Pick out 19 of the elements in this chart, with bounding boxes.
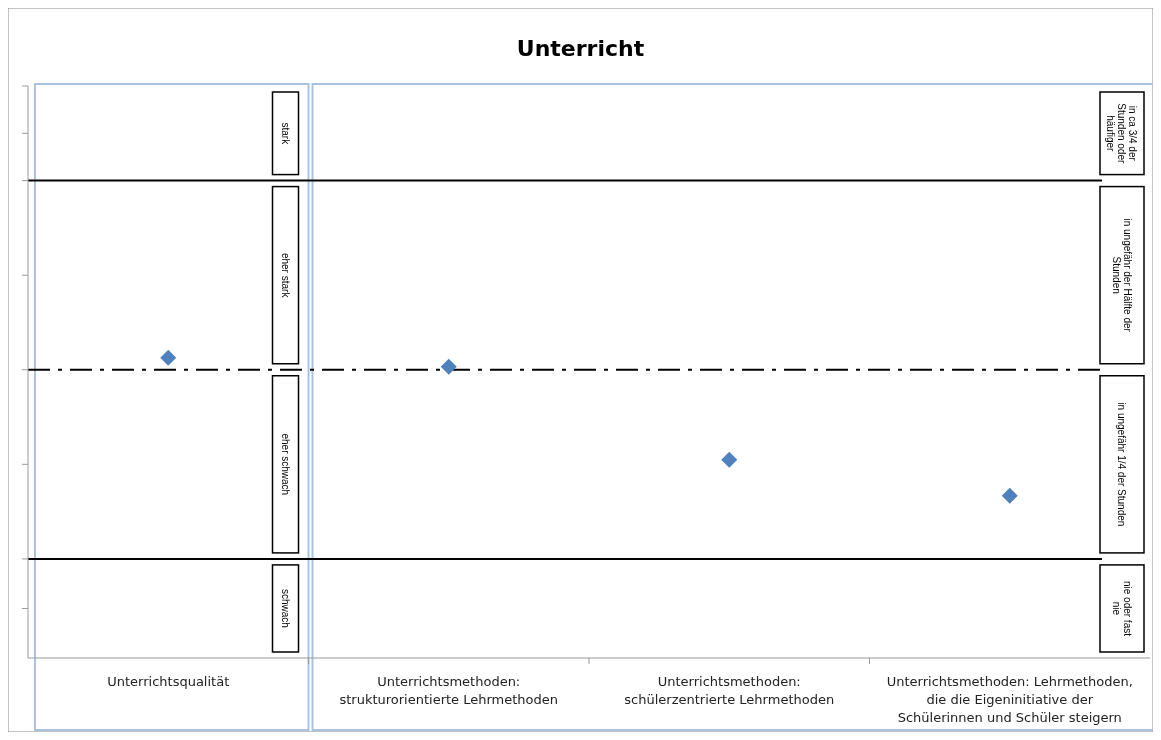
point [160,349,177,366]
chart-title: Unterricht [516,36,645,61]
x-tick-label: Unterrichtsqualität [107,674,230,689]
text-box: stark [271,91,300,176]
text-box: nie oder fast nie [1099,564,1145,653]
x-tick-label: Unterrichtsmethoden: Lehrmethoden, die die Eigeninitiative der Schülerinnen und Schüler steigern [886,674,1133,725]
text-box: in ungefähr 1/4 der Stunden [1099,375,1145,554]
annotation: eher schwach [279,433,291,496]
point [721,451,738,468]
x-tick-label: Unterrichtsmethoden: schülerzentrierte Lehrmethoden [624,674,835,707]
text-box: in ca 3/4 der Stunden oder häufiger [1099,91,1145,176]
annotation: schwach [279,589,291,628]
point [1001,487,1018,504]
x-tick-label: Unterrichtsmethoden: strukturorientierte Lehrmethoden [339,674,559,707]
text-box: in ungefähr der Hälfte der Stunden [1099,185,1145,365]
point [440,358,457,375]
text-box: eher schwach [271,375,300,554]
text-box: schwach [271,564,300,653]
text-box: eher stark [271,185,300,365]
